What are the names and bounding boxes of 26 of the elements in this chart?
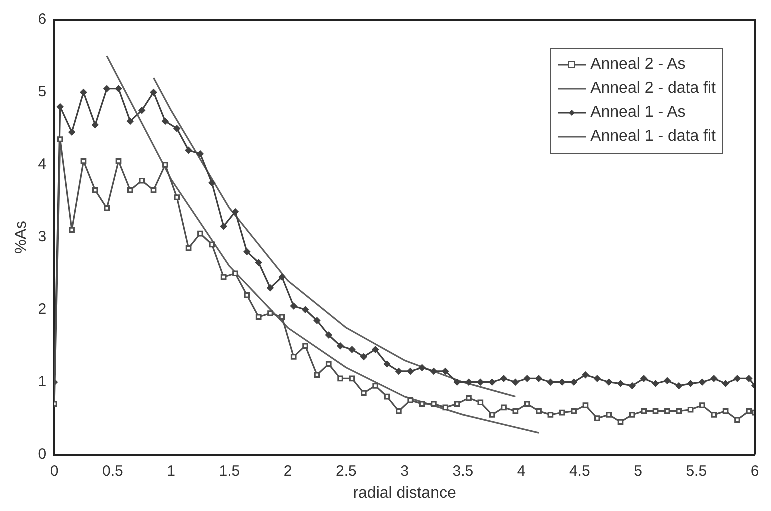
legend-label: Anneal 1 - As [590,103,686,123]
x-tick-label: 4 [517,462,526,480]
x-tick-label: 3 [400,462,409,480]
y-tick-label: 6 [38,11,47,28]
x-tick-label: 4.5 [569,462,590,480]
x-tick-label: 5.5 [686,462,708,480]
y-tick-label: 0 [38,446,47,463]
x-tick-label: 5 [634,462,642,480]
x-tick-label: 3.5 [452,462,474,480]
legend-label: Anneal 2 - data fit [590,79,716,99]
x-tick-label: 2 [284,462,292,480]
x-tick-label: 0.5 [102,462,124,480]
legend-label: Anneal 1 - data fit [590,127,716,147]
y-tick-label: 4 [38,156,47,174]
x-tick-label: 0 [50,462,59,480]
x-axis-title: radial distance [353,484,456,502]
x-tick-label: 1 [167,462,176,480]
legend-label: Anneal 2 - As [590,55,686,75]
x-tick-label: 6 [750,462,760,480]
x-tick-label: 1.5 [219,462,240,480]
y-tick-label: 2 [38,301,47,318]
y-axis-title: %As [13,220,30,254]
x-tick-label: 2.5 [336,462,357,480]
y-tick-label: 1 [38,373,47,390]
y-tick-label: 5 [38,84,47,101]
y-tick-label: 3 [38,228,47,246]
